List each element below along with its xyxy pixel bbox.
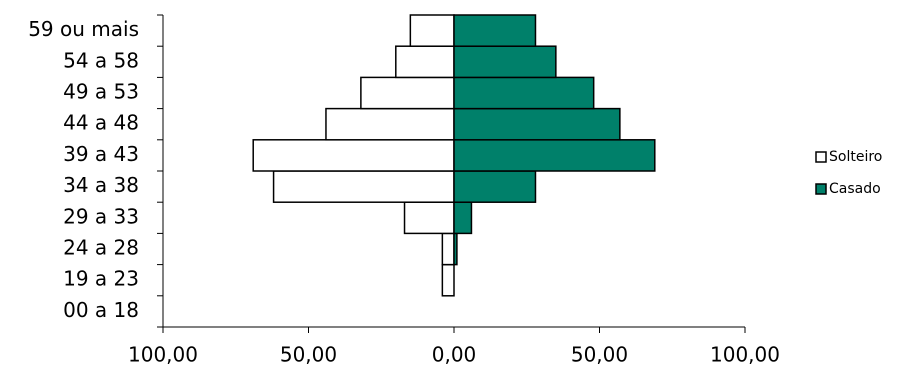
bar	[453, 107, 621, 141]
bar	[453, 139, 656, 172]
bar	[272, 170, 455, 203]
bar	[453, 201, 473, 235]
bar	[453, 14, 537, 47]
legend-label: Solteiro	[829, 149, 882, 165]
y-tick-label: 00 a 18	[63, 298, 139, 322]
bar	[325, 107, 455, 141]
y-tick-label: 44 a 48	[63, 111, 139, 135]
x-tick-label: 100,00	[128, 343, 198, 367]
legend-label: Casado	[829, 181, 881, 197]
bar	[453, 76, 595, 110]
y-tick-label: 24 a 28	[63, 236, 139, 260]
bar	[453, 232, 458, 266]
x-tick-label: 50,00	[571, 343, 628, 367]
bar	[252, 139, 455, 172]
y-tick-label: 29 a 33	[63, 204, 139, 228]
bar	[441, 263, 455, 297]
bar	[453, 45, 557, 79]
bar	[409, 14, 455, 47]
x-tick-label: 0,00	[432, 343, 477, 367]
y-tick-label: 59 ou mais	[28, 17, 139, 41]
x-tick-label: 50,00	[280, 343, 337, 367]
legend-swatch	[815, 151, 827, 163]
bar	[395, 45, 455, 79]
legend-swatch	[815, 183, 827, 195]
y-tick-label: 49 a 53	[63, 80, 139, 104]
bar	[360, 76, 455, 110]
bar	[453, 170, 537, 203]
bar	[403, 201, 455, 235]
y-tick-label: 39 a 43	[63, 142, 139, 166]
bar	[441, 232, 455, 266]
x-tick-label: 100,00	[710, 343, 780, 367]
y-tick-label: 34 a 38	[63, 173, 139, 197]
y-tick-label: 54 a 58	[63, 48, 139, 72]
y-tick-label: 19 a 23	[63, 267, 139, 291]
